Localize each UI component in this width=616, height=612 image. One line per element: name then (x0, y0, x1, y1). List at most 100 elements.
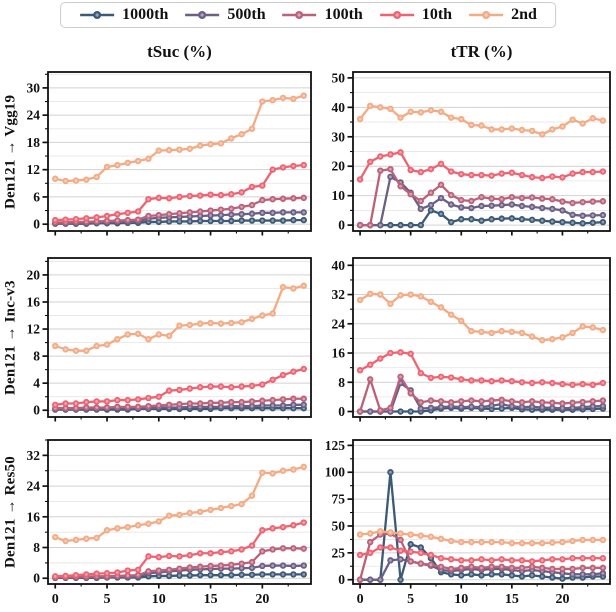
series-marker-10th (124, 209, 131, 217)
series-marker-center-100th (229, 207, 233, 211)
series-marker-100th (259, 397, 266, 404)
series-marker-center-500th (480, 405, 483, 409)
series-marker-center-10th (147, 197, 150, 201)
series-marker-center-10th (419, 371, 423, 375)
series-marker-center-2nd (219, 141, 223, 145)
column-title-ttr: tTR (%) (450, 42, 513, 61)
series-marker-center-500th (550, 207, 554, 211)
series-marker-2nd (93, 342, 100, 350)
series-marker-center-2nd (188, 511, 192, 515)
series-marker-10th (248, 382, 256, 390)
series-marker-100th (468, 563, 475, 571)
series-marker-center-1000th (409, 542, 413, 546)
series-marker-center-500th (291, 564, 295, 568)
series-marker-center-100th (591, 566, 595, 570)
series-marker-center-500th (530, 205, 534, 209)
series-marker-100th (458, 564, 465, 572)
series-marker-100th (437, 398, 445, 405)
series-marker-1000th (207, 217, 214, 225)
series-marker-center-1000th (209, 219, 212, 223)
series-marker-500th (259, 402, 266, 409)
y-tick-label: 30 (332, 129, 346, 144)
series-marker-2nd (145, 520, 152, 527)
y-tick-label: 16 (27, 509, 41, 524)
series-marker-center-100th (229, 563, 233, 567)
series-marker-center-1000th (469, 217, 473, 221)
series-marker-2nd (528, 539, 536, 547)
series-marker-center-1000th (188, 220, 192, 223)
series-marker-center-100th (281, 546, 285, 550)
series-marker-1000th (269, 217, 276, 224)
series-marker-2nd (417, 293, 424, 300)
series-marker-center-2nd (540, 541, 544, 545)
series-marker-500th (508, 403, 516, 410)
series-marker-10th (83, 571, 90, 578)
series-marker-500th (468, 403, 475, 410)
series-marker-center-500th (500, 203, 504, 207)
series-marker-10th (539, 557, 546, 564)
series-marker-100th (300, 545, 307, 552)
y-tick-label: 100 (325, 465, 346, 480)
series-marker-center-100th (95, 220, 99, 223)
series-marker-center-10th (520, 173, 524, 177)
series-marker-center-500th (419, 207, 423, 211)
series-marker-100th (300, 194, 307, 202)
series-marker-center-2nd (409, 110, 413, 114)
series-marker-1000th (528, 572, 536, 579)
series-marker-center-2nd (188, 147, 192, 151)
series-marker-1000th (176, 572, 183, 579)
series-marker-2nd (407, 291, 414, 298)
series-marker-1000th (478, 572, 485, 579)
series-marker-10th (488, 377, 495, 385)
series-marker-center-100th (510, 566, 514, 570)
series-marker-500th (279, 402, 287, 409)
series-marker-center-2nd (561, 335, 564, 339)
series-marker-center-500th (209, 214, 212, 217)
series-marker-10th (134, 208, 142, 215)
series-marker-100th (197, 208, 204, 215)
series-marker-2nd (437, 535, 445, 543)
series-marker-center-100th (500, 197, 504, 201)
series-marker-center-2nd (281, 469, 285, 473)
series-marker-100th (397, 373, 404, 380)
series-marker-center-10th (490, 379, 494, 383)
series-marker-1000th (259, 217, 266, 224)
y-tick-label: 8 (33, 540, 40, 555)
series-marker-center-1000th (480, 219, 483, 223)
series-marker-center-10th (229, 192, 233, 196)
series-marker-2nd (248, 315, 256, 323)
series-marker-100th (579, 198, 586, 206)
x-tick-label: 0 (357, 592, 364, 607)
y-tick-label: 125 (325, 438, 346, 453)
series-marker-center-2nd (449, 313, 453, 317)
series-marker-center-2nd (95, 175, 99, 179)
series-marker-1000th (269, 571, 276, 578)
series-marker-center-1000th (591, 221, 595, 225)
series-marker-1000th (300, 571, 307, 578)
series-marker-center-10th (561, 557, 564, 561)
series-marker-500th (458, 204, 465, 211)
series-marker-100th (238, 398, 245, 406)
series-marker-100th (417, 399, 424, 406)
series-marker-center-10th (291, 523, 295, 527)
series-marker-center-100th (178, 567, 181, 571)
series-marker-1000th (387, 221, 394, 229)
series-marker-500th (300, 562, 307, 569)
series-marker-100th (407, 190, 414, 198)
series-marker-center-100th (198, 402, 202, 405)
series-marker-center-500th (281, 210, 285, 214)
series-marker-10th (427, 165, 435, 173)
series-marker-2nd (279, 467, 287, 474)
series-marker-100th (207, 399, 214, 406)
series-marker-center-2nd (219, 506, 223, 510)
series-marker-center-2nd (601, 328, 605, 332)
series-marker-500th (569, 211, 576, 219)
series-marker-center-100th (439, 399, 443, 403)
series-marker-center-500th (419, 407, 423, 410)
series-marker-center-1000th (510, 574, 514, 577)
series-marker-center-2nd (84, 178, 88, 182)
series-marker-center-10th (449, 170, 453, 173)
series-marker-10th (599, 379, 607, 387)
series-marker-100th (145, 212, 152, 220)
y-tick-label: 20 (332, 159, 346, 174)
